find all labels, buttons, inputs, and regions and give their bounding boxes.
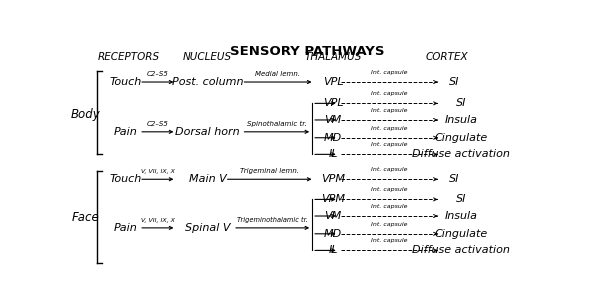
Text: Dorsal horn: Dorsal horn xyxy=(175,127,240,137)
Text: VPL: VPL xyxy=(323,98,343,108)
Text: Pain: Pain xyxy=(113,127,137,137)
Text: THALAMUS: THALAMUS xyxy=(304,52,362,62)
Text: Touch: Touch xyxy=(109,77,142,87)
Text: Int. capsule: Int. capsule xyxy=(371,222,407,227)
Text: Touch: Touch xyxy=(109,174,142,184)
Text: IL: IL xyxy=(328,149,338,159)
Text: Body: Body xyxy=(70,107,100,120)
Text: Cingulate: Cingulate xyxy=(434,229,488,239)
Text: Post. column: Post. column xyxy=(172,77,243,87)
Text: C2–S5: C2–S5 xyxy=(147,121,169,127)
Text: IL: IL xyxy=(328,245,338,255)
Text: Int. capsule: Int. capsule xyxy=(371,142,407,147)
Text: SI: SI xyxy=(456,98,466,108)
Text: SI: SI xyxy=(449,174,459,184)
Text: Int. capsule: Int. capsule xyxy=(371,238,407,243)
Text: RECEPTORS: RECEPTORS xyxy=(97,52,160,62)
Text: Main V: Main V xyxy=(188,174,226,184)
Text: SI: SI xyxy=(456,194,466,205)
Text: VM: VM xyxy=(325,115,342,125)
Text: VM: VM xyxy=(325,211,342,221)
Text: CORTEX: CORTEX xyxy=(425,52,469,62)
Text: V, VII, IX, X: V, VII, IX, X xyxy=(141,169,175,174)
Text: MD: MD xyxy=(324,229,342,239)
Text: Cingulate: Cingulate xyxy=(434,133,488,143)
Text: Trigeminothalamic tr.: Trigeminothalamic tr. xyxy=(237,217,308,223)
Text: VPL: VPL xyxy=(323,77,343,87)
Text: Face: Face xyxy=(71,211,99,224)
Text: NUCLEUS: NUCLEUS xyxy=(183,52,232,62)
Text: Int. capsule: Int. capsule xyxy=(371,91,407,96)
Text: Insula: Insula xyxy=(445,115,478,125)
Text: Int. capsule: Int. capsule xyxy=(371,188,407,192)
Text: Diffuse activation: Diffuse activation xyxy=(412,245,510,255)
Text: Spinothalamic tr.: Spinothalamic tr. xyxy=(247,121,307,127)
Text: Insula: Insula xyxy=(445,211,478,221)
Text: SENSORY PATHWAYS: SENSORY PATHWAYS xyxy=(230,45,385,58)
Text: SI: SI xyxy=(449,77,459,87)
Text: V, VII, IX, X: V, VII, IX, X xyxy=(141,218,175,223)
Text: Medial lemn.: Medial lemn. xyxy=(256,71,301,77)
Text: Diffuse activation: Diffuse activation xyxy=(412,149,510,159)
Text: VPM: VPM xyxy=(321,194,345,205)
Text: Spinal V: Spinal V xyxy=(185,223,230,233)
Text: C2–S5: C2–S5 xyxy=(147,71,169,77)
Text: Int. capsule: Int. capsule xyxy=(371,167,407,172)
Text: Int. capsule: Int. capsule xyxy=(371,108,407,113)
Text: Trigeminal lemn.: Trigeminal lemn. xyxy=(240,168,299,174)
Text: Pain: Pain xyxy=(113,223,137,233)
Text: Int. capsule: Int. capsule xyxy=(371,126,407,131)
Text: VPM: VPM xyxy=(321,174,345,184)
Text: Int. capsule: Int. capsule xyxy=(371,70,407,75)
Text: MD: MD xyxy=(324,133,342,143)
Text: Int. capsule: Int. capsule xyxy=(371,204,407,209)
